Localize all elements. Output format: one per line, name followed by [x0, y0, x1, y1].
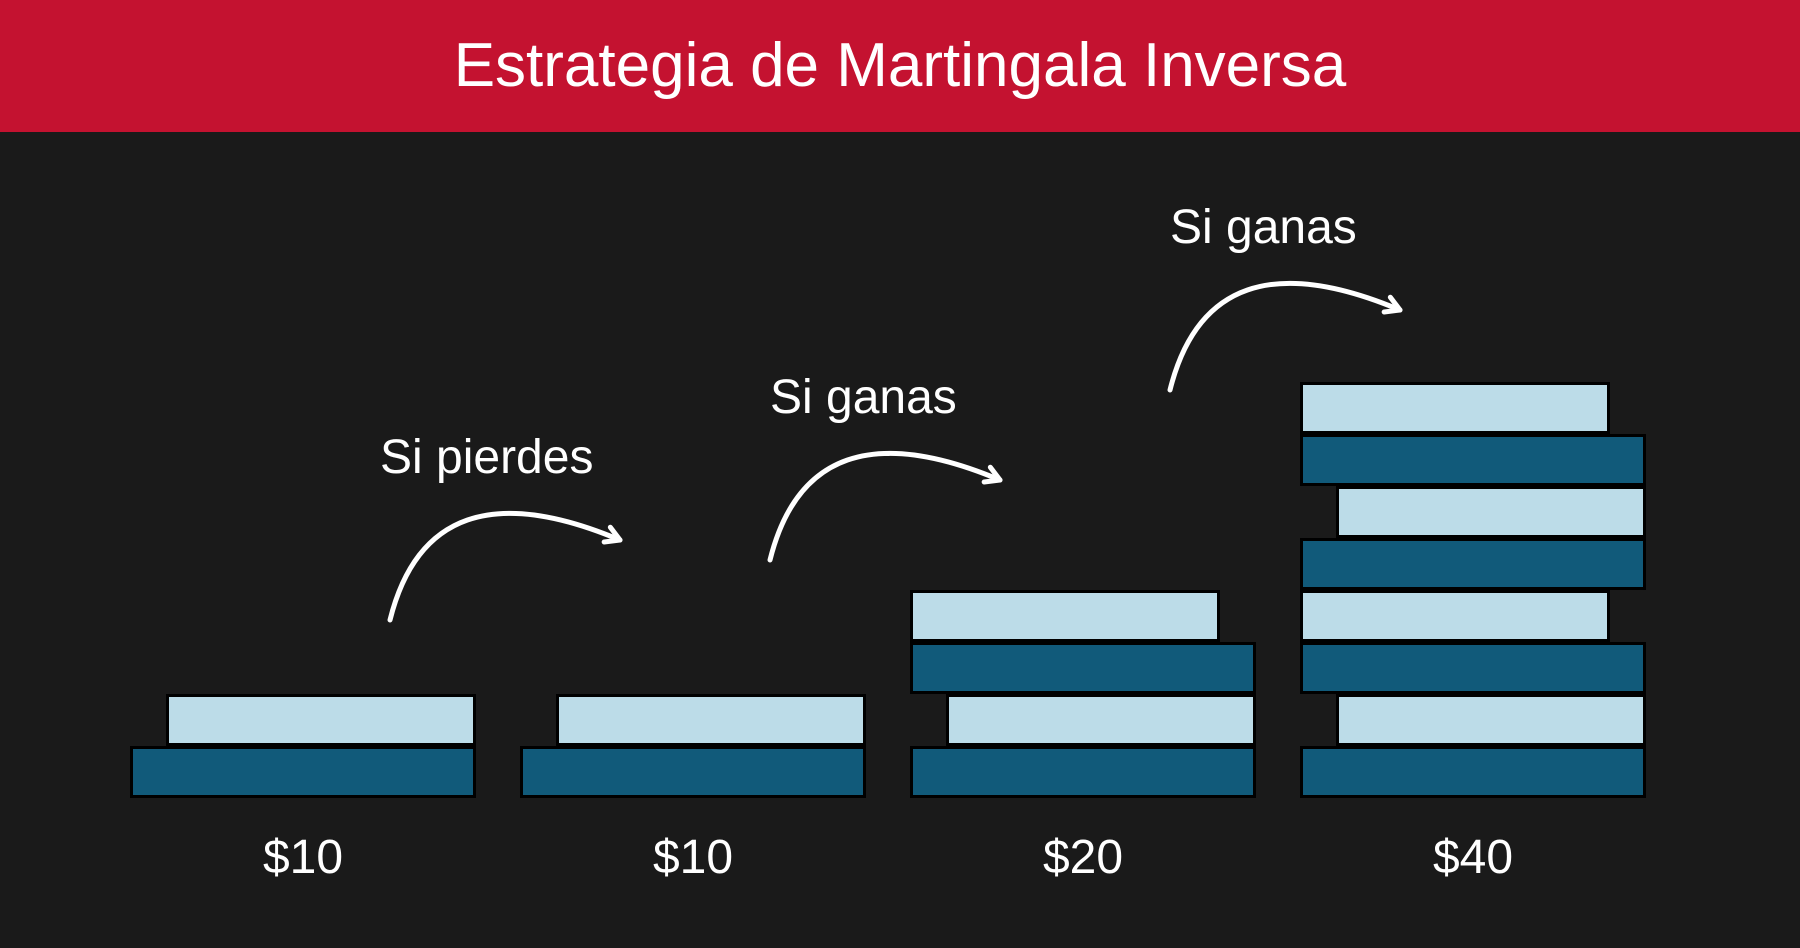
arrow-icon	[0, 0, 1800, 948]
